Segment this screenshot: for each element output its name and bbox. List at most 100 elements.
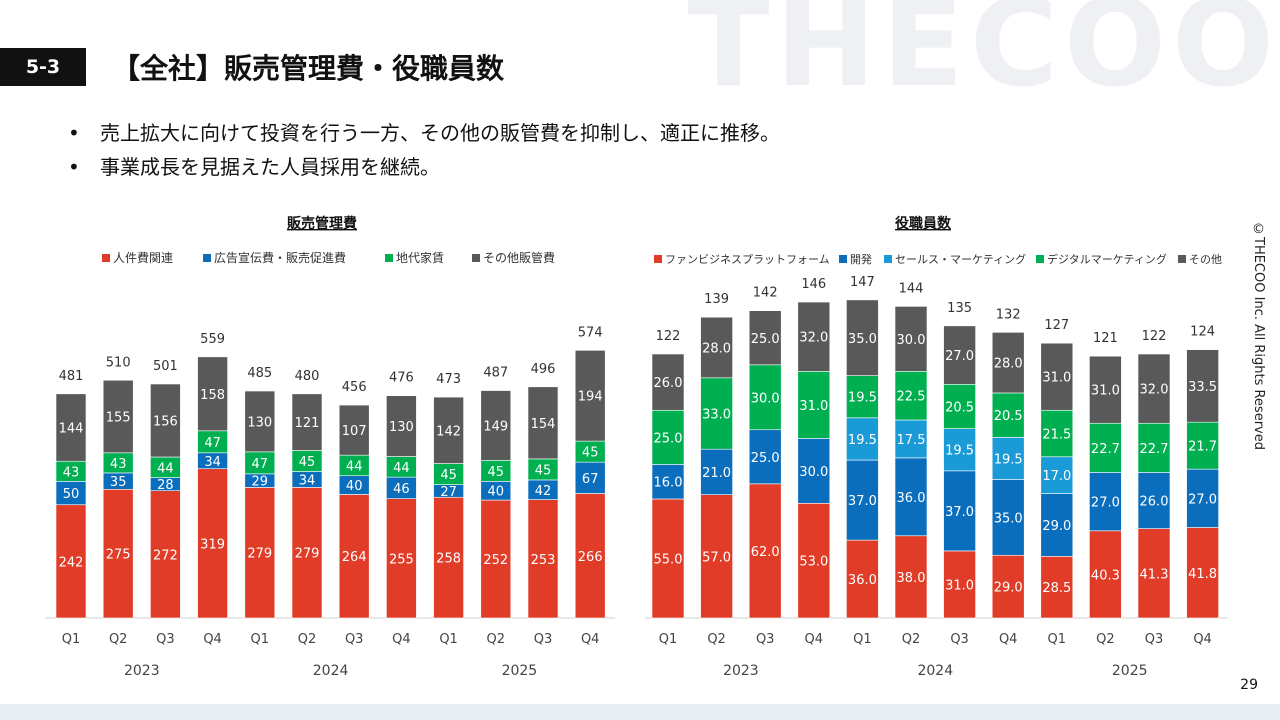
- data-label: 25.0: [751, 332, 780, 347]
- data-label: 35.0: [994, 511, 1023, 526]
- bar-segment: [1040, 556, 1074, 619]
- data-label: 22.7: [1091, 442, 1120, 457]
- year-label: 2024: [313, 663, 349, 679]
- x-tick-label: Q2: [487, 632, 506, 647]
- copyright: ©THECOO Inc. All Rights Reserved: [1251, 222, 1266, 450]
- bar-segment: [433, 496, 464, 619]
- data-label: 19.5: [994, 452, 1023, 467]
- data-label: 31.0: [945, 578, 974, 593]
- data-label: 154: [531, 417, 556, 432]
- bullet-item: 事業成長を見据えた人員採用を継続。: [68, 150, 780, 184]
- x-tick-label: Q4: [1193, 632, 1212, 647]
- data-label: 45: [582, 446, 599, 461]
- data-label: 43: [110, 457, 127, 472]
- data-label: 158: [200, 388, 225, 403]
- legend-label: その他: [1189, 253, 1222, 266]
- data-label: 26.0: [654, 376, 683, 391]
- year-label: 2023: [124, 663, 160, 679]
- x-tick-label: Q1: [439, 632, 458, 647]
- data-label: 130: [247, 415, 272, 430]
- data-label: 16.0: [654, 476, 683, 491]
- data-label: 22.5: [897, 390, 926, 405]
- bar-segment: [846, 417, 879, 461]
- data-label: 21.5: [1042, 428, 1071, 443]
- data-label: 42: [535, 484, 552, 499]
- page-title: 【全社】販売管理費・役職員数: [112, 52, 505, 85]
- bar-segment: [651, 353, 685, 411]
- bar-segment: [1137, 422, 1171, 473]
- x-tick-label: Q3: [1145, 632, 1164, 647]
- legend-swatch: [839, 255, 847, 263]
- bar-segment: [1040, 342, 1074, 411]
- data-label: 279: [247, 547, 272, 562]
- bullet-item: 売上拡大に向けて投資を行う一方、その他の販管費を抑制し、適正に推移。: [68, 116, 780, 150]
- bar-segment: [748, 429, 782, 485]
- data-label: 28.0: [702, 342, 731, 357]
- legend-label: デジタルマーケティング: [1047, 252, 1167, 266]
- total-label: 142: [753, 286, 778, 301]
- bar-segment: [197, 356, 228, 432]
- x-tick-label: Q3: [756, 632, 775, 647]
- bar-segment: [1040, 456, 1074, 494]
- bar-segment: [55, 393, 87, 462]
- data-label: 19.5: [945, 444, 974, 459]
- data-label: 27: [440, 485, 457, 500]
- data-label: 67: [582, 472, 599, 487]
- data-label: 44: [157, 461, 174, 476]
- bar-segment: [1040, 493, 1074, 557]
- data-label: 45: [488, 465, 505, 480]
- data-label: 45: [535, 463, 552, 478]
- x-tick-label: Q1: [251, 632, 270, 647]
- total-label: 559: [200, 332, 225, 347]
- data-label: 32.0: [799, 331, 828, 346]
- data-label: 30.0: [751, 391, 780, 406]
- data-label: 319: [200, 537, 225, 552]
- total-label: 132: [996, 307, 1021, 322]
- year-label: 2025: [1112, 663, 1148, 679]
- data-label: 53.0: [799, 555, 828, 570]
- bar-segment: [574, 461, 606, 494]
- legend-label: ファンビジネスプラットフォーム: [665, 253, 830, 266]
- bar-segment: [797, 503, 831, 619]
- chart-title: 販売管理費: [287, 215, 357, 232]
- bar-segment: [1186, 349, 1219, 423]
- bar-segment: [244, 390, 276, 453]
- data-label: 36.0: [848, 573, 877, 588]
- data-label: 36.0: [897, 491, 926, 506]
- legend-label: 開発: [850, 252, 872, 266]
- total-label: 473: [436, 372, 461, 387]
- bar-segment: [991, 554, 1025, 619]
- total-label: 135: [947, 301, 972, 316]
- data-label: 149: [483, 419, 508, 434]
- bar-segment: [700, 316, 733, 379]
- data-label: 28.5: [1042, 581, 1071, 596]
- bar-segment: [894, 306, 928, 372]
- bar-segment: [244, 487, 276, 619]
- x-tick-label: Q2: [902, 632, 921, 647]
- data-label: 31.0: [1042, 371, 1071, 386]
- x-tick-label: Q4: [392, 632, 411, 647]
- data-label: 17.5: [897, 433, 926, 448]
- bar-segment: [433, 396, 464, 464]
- data-label: 44: [346, 459, 363, 474]
- legend-swatch: [884, 255, 892, 263]
- year-label: 2023: [723, 663, 759, 679]
- data-label: 33.0: [702, 408, 731, 423]
- legend-swatch: [654, 255, 662, 263]
- x-tick-label: Q3: [950, 632, 969, 647]
- data-label: 29.0: [994, 581, 1023, 596]
- bar-segment: [574, 350, 606, 442]
- total-label: 476: [389, 371, 414, 386]
- x-tick-label: Q2: [298, 632, 317, 647]
- total-label: 481: [59, 369, 84, 384]
- bar-segment: [991, 332, 1025, 394]
- x-tick-label: Q2: [109, 632, 128, 647]
- data-label: 40.3: [1091, 568, 1120, 583]
- data-label: 28: [157, 478, 174, 493]
- legend-swatch: [472, 254, 480, 262]
- year-label: 2024: [917, 663, 953, 679]
- legend-swatch: [203, 254, 211, 262]
- data-label: 19.5: [848, 391, 877, 406]
- legend-label: 地代家賃: [396, 250, 444, 265]
